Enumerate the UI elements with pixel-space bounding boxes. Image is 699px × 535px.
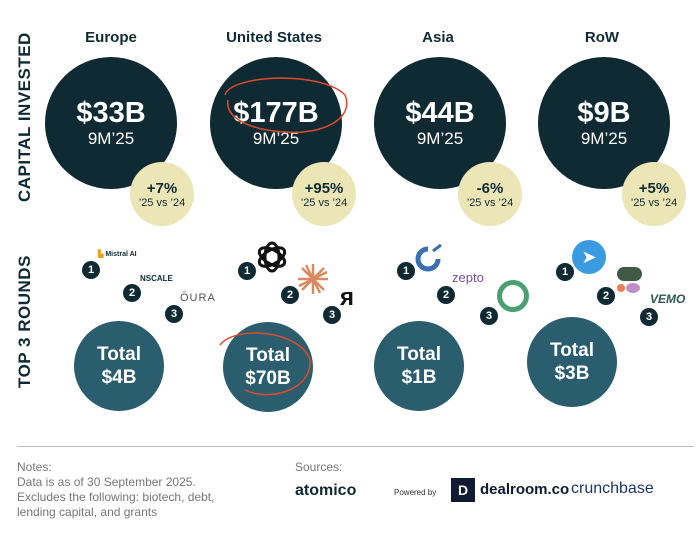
total-circle-europe: Total $4B (74, 321, 164, 411)
growth: +5% (638, 179, 670, 197)
period: 9M’25 (87, 129, 135, 148)
total-label: Total (97, 344, 141, 365)
logo-oura: ŌURA (180, 292, 216, 304)
logo-vemo: VEMO (650, 292, 686, 306)
rank-badge: 3 (640, 308, 658, 326)
growth-circle-asia: -6% ’25 vs ’24 (458, 162, 522, 226)
rank-badge: 1 (238, 262, 256, 280)
total-circle-row: Total $3B (527, 317, 617, 407)
top-rounds-label: TOP 3 ROUNDS (15, 255, 34, 388)
capital-amount: $33B (76, 97, 146, 129)
ring-logo-icon (497, 280, 529, 312)
capital-amount: $9B (577, 97, 631, 129)
region-header-us: United States (226, 29, 322, 46)
compare: ’25 vs ’24 (466, 196, 514, 209)
total-label: Total (550, 340, 594, 361)
compare: ’25 vs ’24 (138, 196, 186, 209)
rank-badge: 1 (556, 263, 574, 281)
sources-title: Sources: (295, 460, 343, 474)
compare: ’25 vs ’24 (300, 196, 348, 209)
rank-badge: 1 (82, 261, 100, 279)
notes-text: Data is as of 30 September 2025. Exclude… (17, 475, 215, 519)
total-label: Total (397, 344, 441, 365)
logo-mistral: ▙ Mistral AI (98, 251, 137, 258)
rank-badge: 2 (437, 286, 455, 304)
row-round2-logo-icon (617, 267, 642, 293)
total-label: Total (246, 345, 290, 366)
rank-badge: 3 (165, 305, 183, 323)
anthropic-logo-icon (298, 264, 328, 294)
powered-by: Powered by (394, 488, 437, 497)
openai-logo-icon (257, 241, 287, 273)
period: 9M’25 (416, 129, 464, 148)
crunchbase-logo: crunchbase (571, 480, 654, 497)
region-header-row: RoW (584, 29, 620, 46)
atomico-logo: atomico (295, 482, 357, 499)
rank-badge: 3 (323, 306, 341, 324)
divider (17, 446, 694, 447)
growth-circle-row: +5% ’25 vs ’24 (622, 162, 686, 226)
growth-circle-us: +95% ’25 vs ’24 (292, 162, 356, 226)
growth: +7% (146, 179, 178, 197)
growth: -6% (476, 179, 504, 197)
compare: ’25 vs ’24 (630, 196, 678, 209)
dealroom-logo-icon: D (451, 478, 475, 502)
total-value: $1B (401, 367, 437, 388)
rank-badge: 2 (597, 287, 615, 305)
period: 9M’25 (580, 129, 628, 148)
logo-zepto: zepto (452, 270, 484, 285)
rank-badge: 2 (281, 286, 299, 304)
region-header-europe: Europe (85, 29, 137, 46)
logo-scale: ᴙ (340, 284, 355, 311)
total-value: $3B (554, 363, 590, 384)
dealroom-logo: dealroom.co (480, 481, 570, 498)
total-circle-asia: Total $1B (374, 321, 464, 411)
total-circle-us: Total $70B (223, 322, 313, 412)
capital-circle-europe: $33B 9M’25 (45, 57, 177, 189)
growth-circle-europe: +7% ’25 vs ’24 (130, 162, 194, 226)
capital-amount: $44B (405, 97, 475, 129)
telegram-logo-icon: ➤ (572, 240, 606, 274)
period: 9M’25 (252, 129, 300, 148)
capital-circle-row: $9B 9M’25 (538, 57, 670, 189)
region-header-asia: Asia (422, 29, 454, 46)
total-value: $70B (245, 368, 291, 389)
asia-round1-logo-icon (415, 243, 442, 272)
capital-invested-label: CAPITAL INVESTED (15, 32, 34, 202)
notes-title: Notes: (17, 460, 52, 474)
logo-nscale: NSCALE (140, 274, 173, 283)
growth: +95% (304, 179, 344, 197)
rank-badge: 3 (480, 307, 498, 325)
rank-badge: 1 (397, 262, 415, 280)
total-value: $4B (101, 367, 137, 388)
rank-badge: 2 (123, 284, 141, 302)
capital-amount: $177B (233, 97, 319, 129)
